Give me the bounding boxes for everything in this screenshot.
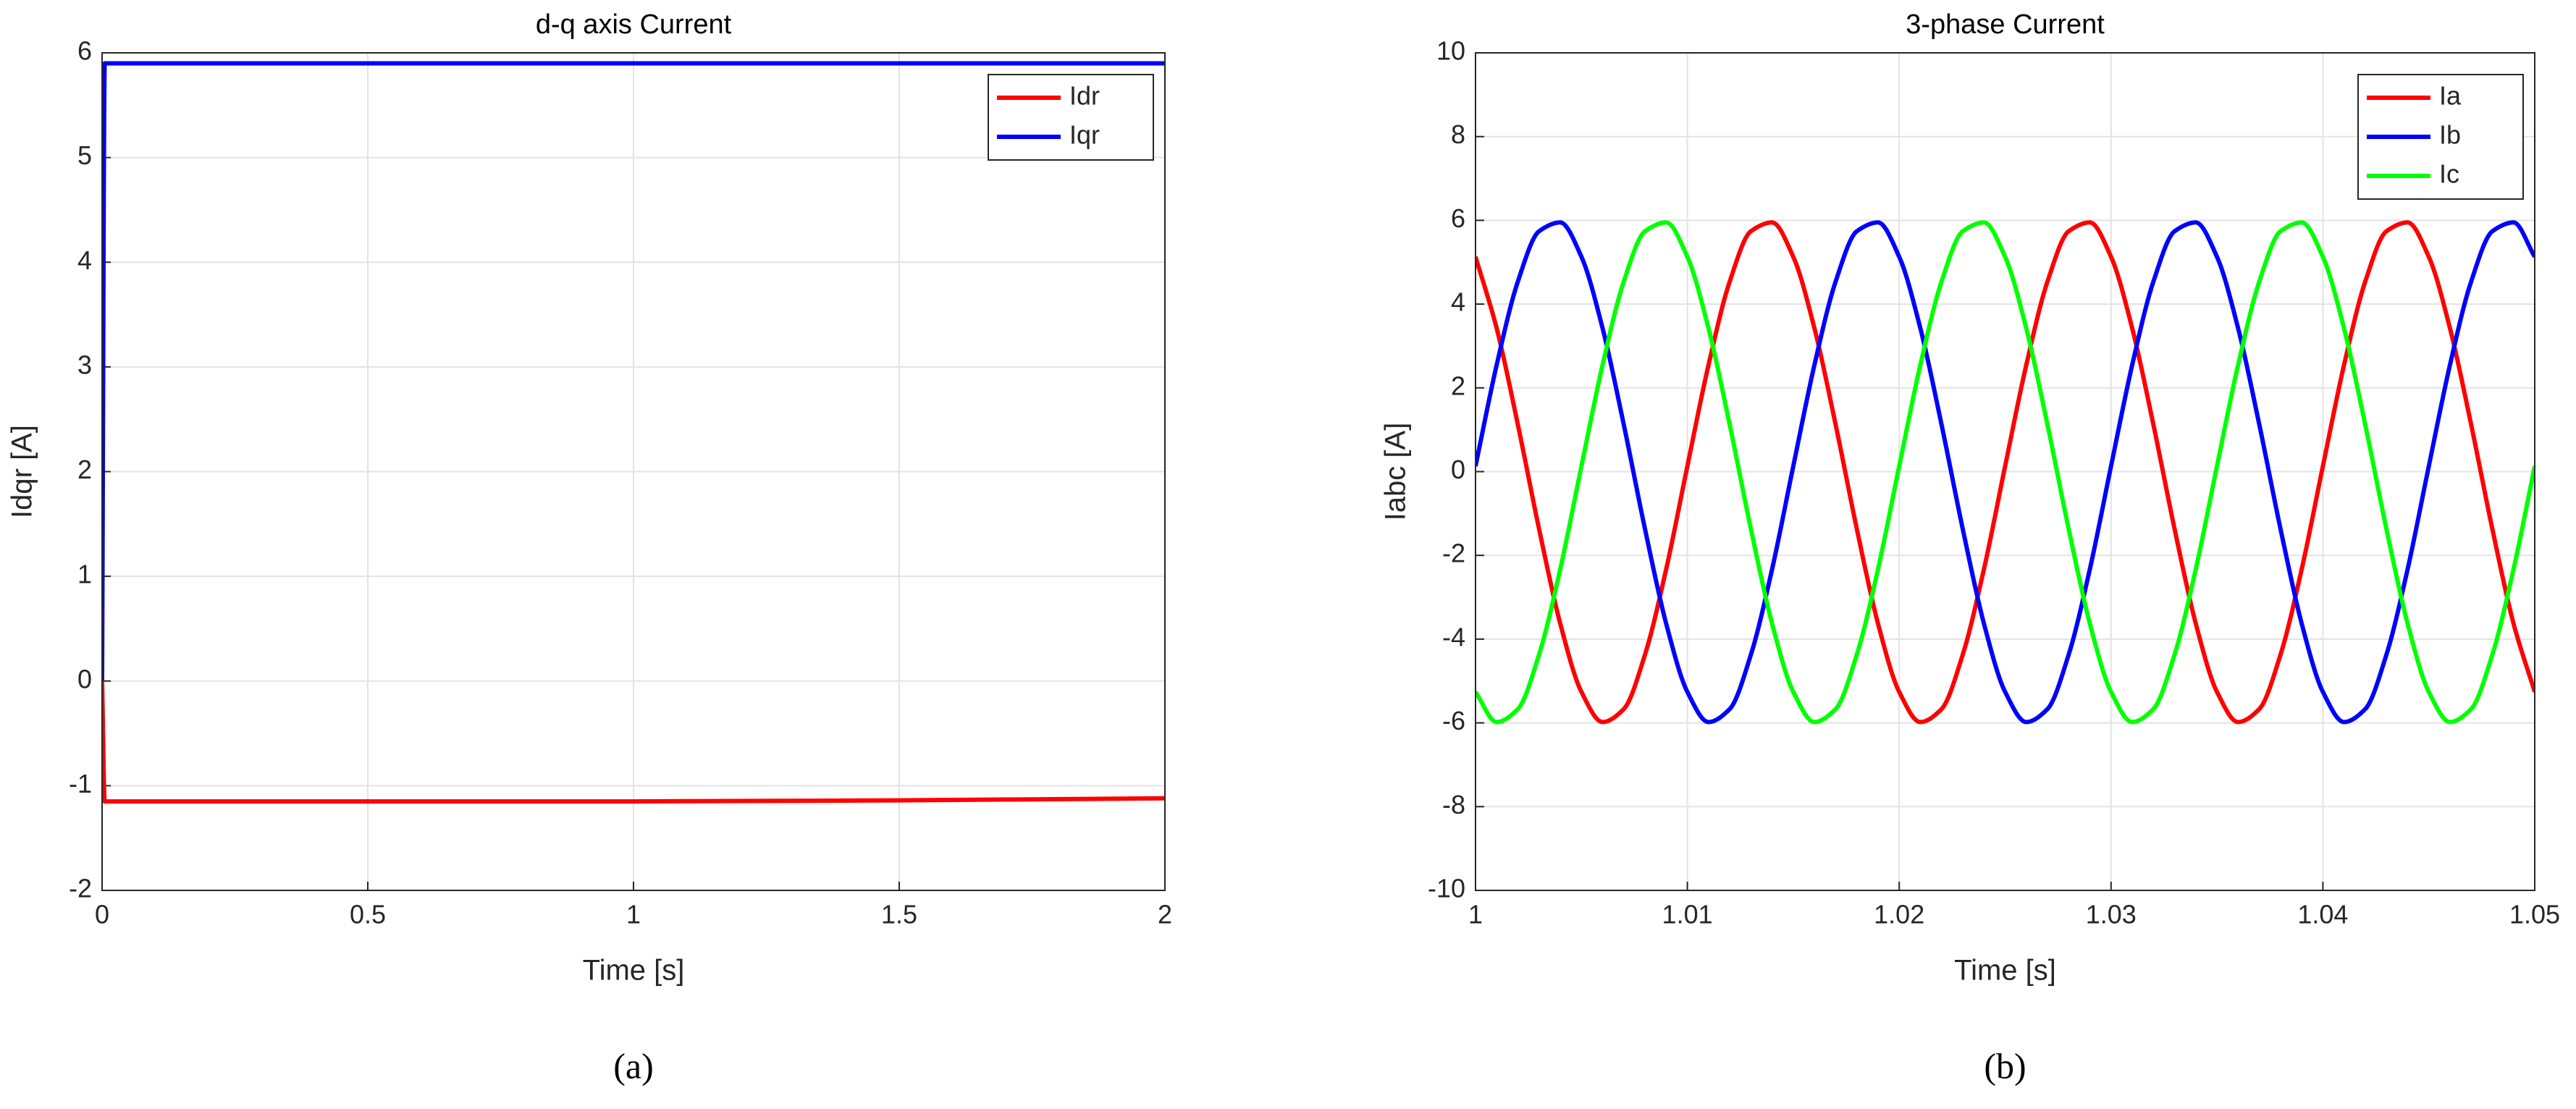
y-tick-label: -8 [1442, 790, 1465, 819]
legend-box [988, 74, 1154, 161]
x-tick-label: 1.01 [1662, 900, 1713, 929]
axes-box [1475, 52, 2535, 891]
series-line [1476, 220, 2535, 725]
series-line [102, 61, 1165, 681]
y-tick-label: -6 [1442, 706, 1465, 735]
y-tick-label: 4 [77, 245, 92, 275]
axes-box [101, 52, 1166, 891]
y-tick-label: 0 [77, 664, 92, 693]
legend-label: Idr [1069, 81, 1100, 111]
x-axis-label: Time [s] [1954, 955, 2056, 987]
caption: (a) [613, 1045, 654, 1086]
x-tick-label: 1.02 [1874, 900, 1924, 929]
x-tick-label: 1 [1468, 900, 1483, 929]
x-tick-label: 0.5 [350, 900, 386, 929]
y-tick-label: 8 [1451, 119, 1465, 149]
y-axis-label: Idqr [A] [7, 425, 38, 518]
y-tick-label: 2 [77, 455, 92, 484]
chart-title: d-q axis Current [536, 9, 732, 40]
x-axis-label: Time [s] [583, 955, 685, 987]
y-tick-label: -2 [69, 874, 92, 903]
y-tick-label: -1 [69, 769, 92, 798]
series-line [102, 680, 1165, 804]
legend-label: Ia [2439, 81, 2462, 111]
y-tick-label: 6 [77, 36, 92, 66]
y-tick-label: 2 [1451, 371, 1465, 400]
y-tick-label: 1 [77, 560, 92, 589]
x-tick-label: 1.05 [2509, 900, 2560, 929]
y-tick-label: -4 [1442, 622, 1465, 652]
series-line [1476, 220, 2535, 725]
y-tick-label: 10 [1436, 36, 1465, 66]
y-tick-label: 0 [1451, 455, 1465, 484]
x-tick-label: 1.03 [2086, 900, 2137, 929]
series-line [1476, 220, 2535, 725]
legend-label: Ic [2439, 159, 2459, 189]
x-tick-label: 0 [95, 900, 109, 929]
x-tick-label: 1.04 [2297, 900, 2348, 929]
chart-title: 3-phase Current [1906, 9, 2105, 40]
x-tick-label: 1.5 [881, 900, 917, 929]
x-tick-label: 2 [1158, 900, 1172, 929]
x-tick-label: 1 [626, 900, 641, 929]
y-tick-label: -10 [1428, 874, 1465, 903]
y-axis-label: Iabc [A] [1380, 423, 1412, 521]
y-tick-label: 6 [1451, 203, 1465, 233]
legend-label: Iqr [1069, 120, 1100, 150]
y-tick-label: 5 [77, 140, 92, 170]
y-tick-label: 4 [1451, 287, 1465, 317]
y-tick-label: 3 [77, 350, 92, 379]
y-tick-label: -2 [1442, 539, 1465, 568]
legend-label: Ib [2439, 120, 2461, 150]
caption: (b) [1984, 1045, 2026, 1086]
